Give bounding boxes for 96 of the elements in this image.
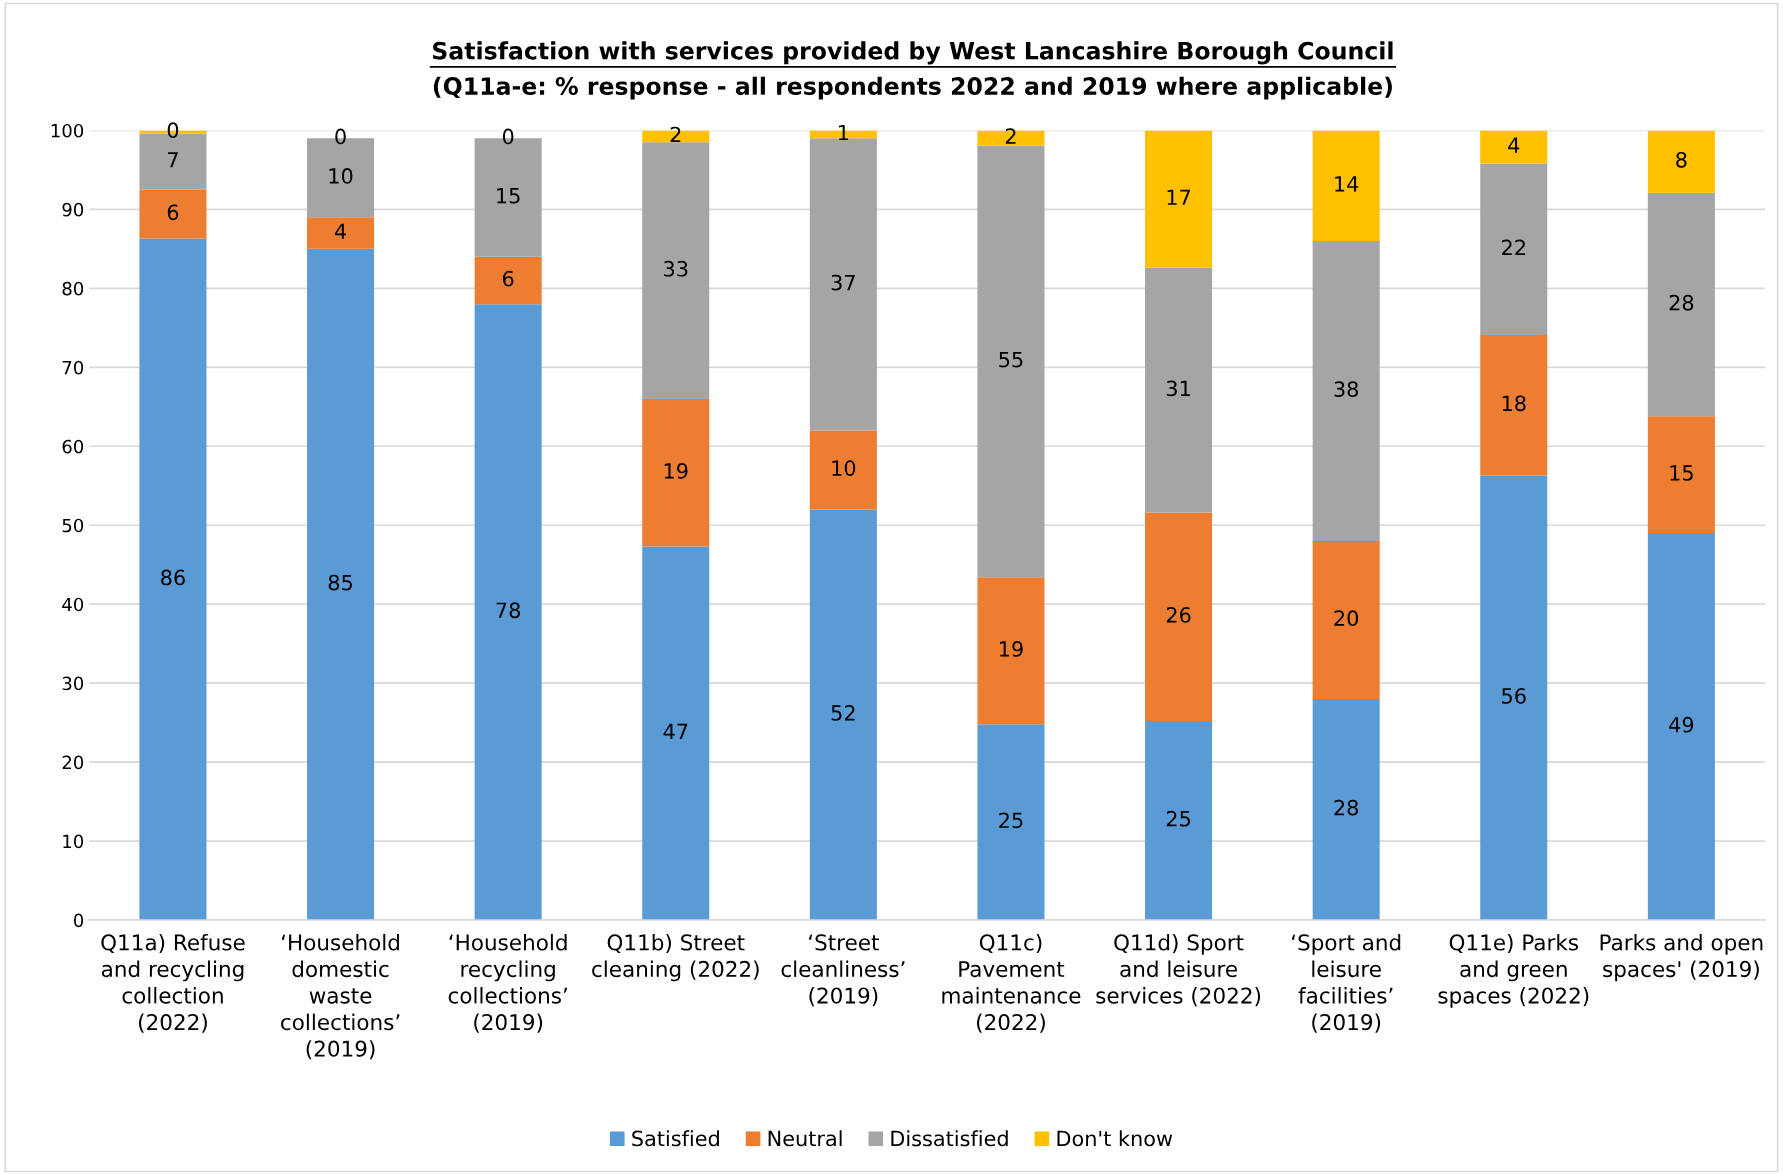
bar xyxy=(1145,130,1213,268)
y-tick-label: 80 xyxy=(62,281,84,296)
data-label: 78 xyxy=(496,602,520,619)
bar xyxy=(139,238,207,921)
legend-label: Neutral xyxy=(768,1130,842,1147)
data-label: 26 xyxy=(1166,607,1191,623)
data-label: 28 xyxy=(1334,799,1358,816)
bar xyxy=(1312,541,1380,699)
bar xyxy=(977,724,1045,921)
data-label: 86 xyxy=(161,569,185,586)
bar xyxy=(1312,698,1380,921)
data-label: 37 xyxy=(831,274,855,291)
chart-subtitle: (Q11a-e: % response - all respondents 2022 and 2019 where applicable) xyxy=(433,76,1392,100)
bar xyxy=(1145,267,1213,513)
y-tick-label: 70 xyxy=(62,360,84,375)
data-label: 85 xyxy=(328,574,352,591)
bar xyxy=(307,248,375,921)
data-label: 15 xyxy=(1670,465,1693,481)
data-label: 17 xyxy=(1167,189,1191,205)
bar xyxy=(1647,130,1715,193)
x-tick-label: Q11b) Street cleaning (2022) xyxy=(592,933,759,982)
data-label: 20 xyxy=(1334,610,1359,627)
y-tick-label: 20 xyxy=(62,755,84,770)
data-label: 7 xyxy=(168,152,178,168)
x-tick-label: Q11d) Sport and leisure services (2022) xyxy=(1096,933,1261,1007)
data-label: 19 xyxy=(999,641,1023,657)
y-tick-label: 100 xyxy=(51,123,84,138)
data-label: 10 xyxy=(832,460,856,476)
data-label: 14 xyxy=(1335,176,1359,192)
bar xyxy=(1145,721,1213,921)
bar xyxy=(642,398,710,547)
data-label: 56 xyxy=(1502,688,1526,704)
data-label: 2 xyxy=(1005,128,1016,144)
data-label: 22 xyxy=(1502,239,1525,256)
data-label: 0 xyxy=(335,128,346,145)
y-tick-label: 0 xyxy=(73,913,84,928)
bar xyxy=(1145,512,1213,722)
x-tick-label: ‘Street cleanliness’ (2019) xyxy=(781,934,905,1007)
y-tick-label: 50 xyxy=(62,518,84,533)
bar xyxy=(642,546,710,921)
bar xyxy=(1312,240,1380,542)
data-label: 19 xyxy=(664,463,688,479)
y-tick-label: 40 xyxy=(62,597,84,612)
y-tick-label: 60 xyxy=(62,439,84,454)
bar xyxy=(1480,163,1548,335)
y-tick-label: 90 xyxy=(62,202,84,217)
x-tick-label: Parks and open spaces' (2019) xyxy=(1600,933,1763,982)
x-tick-label: ‘Household recycling collections’ (2019) xyxy=(448,933,567,1033)
bar xyxy=(1647,416,1715,534)
bar xyxy=(809,430,877,510)
bar xyxy=(139,189,207,239)
bar xyxy=(474,304,542,921)
data-label: 52 xyxy=(831,705,855,721)
data-label: 2 xyxy=(670,126,681,143)
data-label: 4 xyxy=(1508,137,1520,153)
chart-title: Satisfaction with services provided by West Lancashire Borough Council xyxy=(433,41,1393,65)
bar xyxy=(307,217,375,249)
x-tick-label: Q11a) Refuse and recycling collection (2022) xyxy=(101,933,245,1033)
data-label: 15 xyxy=(497,188,520,204)
data-label: 8 xyxy=(1676,151,1687,168)
bar xyxy=(809,138,877,431)
bar xyxy=(1480,475,1548,921)
data-label: 0 xyxy=(502,128,514,145)
data-label: 49 xyxy=(1669,716,1694,733)
bar xyxy=(1647,533,1715,921)
bar xyxy=(1647,192,1715,417)
data-label: 33 xyxy=(664,260,688,277)
data-label: 25 xyxy=(999,812,1023,829)
bar xyxy=(977,577,1045,725)
bar xyxy=(977,145,1045,578)
x-tick-label: ‘Sport and leisure facilities’ (2019) xyxy=(1292,933,1401,1033)
bar xyxy=(1480,130,1548,164)
x-tick-label: Q11c) Pavement maintenance (2022) xyxy=(942,933,1081,1033)
bar xyxy=(474,256,542,305)
legend-label: Don't know xyxy=(1057,1130,1173,1147)
data-label: 31 xyxy=(1166,380,1190,397)
data-label: 47 xyxy=(663,723,688,740)
data-label: 55 xyxy=(999,351,1023,368)
y-tick-label: 30 xyxy=(62,676,84,691)
legend-label: Dissatisfied xyxy=(891,1130,1008,1147)
data-label: 6 xyxy=(502,270,514,287)
data-label: 38 xyxy=(1334,381,1358,398)
data-label: 28 xyxy=(1669,294,1694,311)
data-label: 6 xyxy=(167,204,179,221)
legend-label: Satisfied xyxy=(632,1130,719,1147)
bar xyxy=(642,142,710,399)
bar xyxy=(809,509,877,921)
y-tick-label: 10 xyxy=(63,834,84,849)
x-tick-label: ‘Household domestic waste collections’ (2019) xyxy=(281,933,400,1060)
data-label: 25 xyxy=(1166,810,1190,827)
bar xyxy=(1312,130,1380,241)
data-label: 10 xyxy=(329,168,353,184)
bar xyxy=(1480,334,1548,476)
data-label: 18 xyxy=(1502,395,1526,412)
x-tick-label: Q11e) Parks and green spaces (2022) xyxy=(1438,933,1589,1008)
data-label: 4 xyxy=(334,223,347,239)
